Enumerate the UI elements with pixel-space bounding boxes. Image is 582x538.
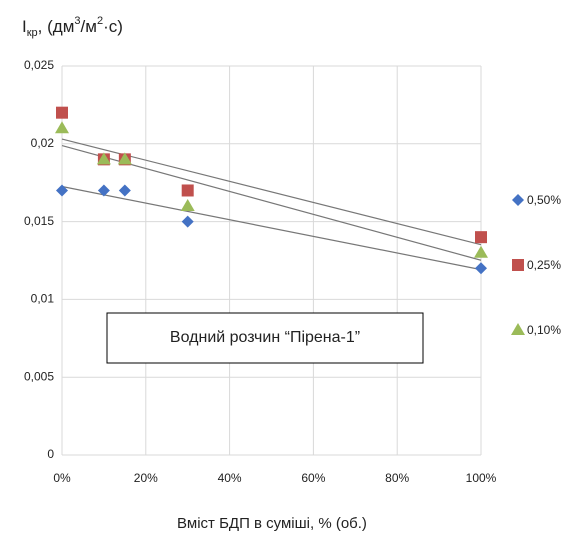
y-tick-label: 0,005: [24, 369, 54, 383]
legend-marker: [511, 323, 525, 335]
point: [475, 231, 487, 244]
legend-label: 0,50%: [527, 193, 561, 207]
y-label-part: I: [22, 17, 27, 36]
point: [118, 184, 131, 197]
x-tick-label: 80%: [385, 471, 409, 485]
point: [56, 106, 68, 119]
annotation: Водний розчин “Пірена-1”: [170, 329, 360, 346]
annotation-box: [106, 312, 424, 364]
legend-marker: [512, 194, 524, 206]
x-tick-label: 0%: [53, 471, 71, 485]
point: [474, 245, 488, 258]
x-tick-label: 40%: [218, 471, 242, 485]
y-label-part: ·с): [103, 17, 123, 36]
x-tick-label: 20%: [134, 471, 158, 485]
point: [97, 184, 110, 197]
x-axis-label: Вміст БДП в суміші, % (об.): [177, 515, 367, 532]
trendline: [61, 145, 482, 261]
legend-marker: [512, 259, 524, 271]
y-tick-label: 0,02: [31, 136, 55, 150]
point: [96, 152, 111, 165]
y-tick-label: 0,01: [31, 292, 55, 306]
point: [117, 152, 132, 165]
y-label-part: 2: [97, 15, 103, 27]
x-tick-label: 100%: [466, 471, 497, 485]
y-label-part: , (дм: [38, 17, 75, 36]
point: [181, 215, 194, 228]
legend-label: 0,25%: [527, 258, 561, 272]
y-label-part: /м: [81, 17, 97, 36]
y-tick-label: 0: [47, 447, 54, 461]
trendline: [61, 185, 482, 271]
point: [475, 262, 487, 275]
point: [181, 184, 194, 197]
point: [55, 121, 69, 134]
point: [180, 199, 195, 212]
y-label-part: кр: [27, 27, 38, 39]
x-tick-label: 60%: [301, 471, 325, 485]
y-label-part: 3: [74, 15, 80, 27]
y-tick-label: 0,025: [24, 58, 54, 72]
trendline: [61, 138, 482, 246]
y-axis-label: Iкр, (дм3/м2·с): [22, 15, 123, 39]
point: [56, 184, 68, 197]
y-tick-label: 0,015: [24, 214, 54, 228]
legend-label: 0,10%: [527, 323, 561, 337]
